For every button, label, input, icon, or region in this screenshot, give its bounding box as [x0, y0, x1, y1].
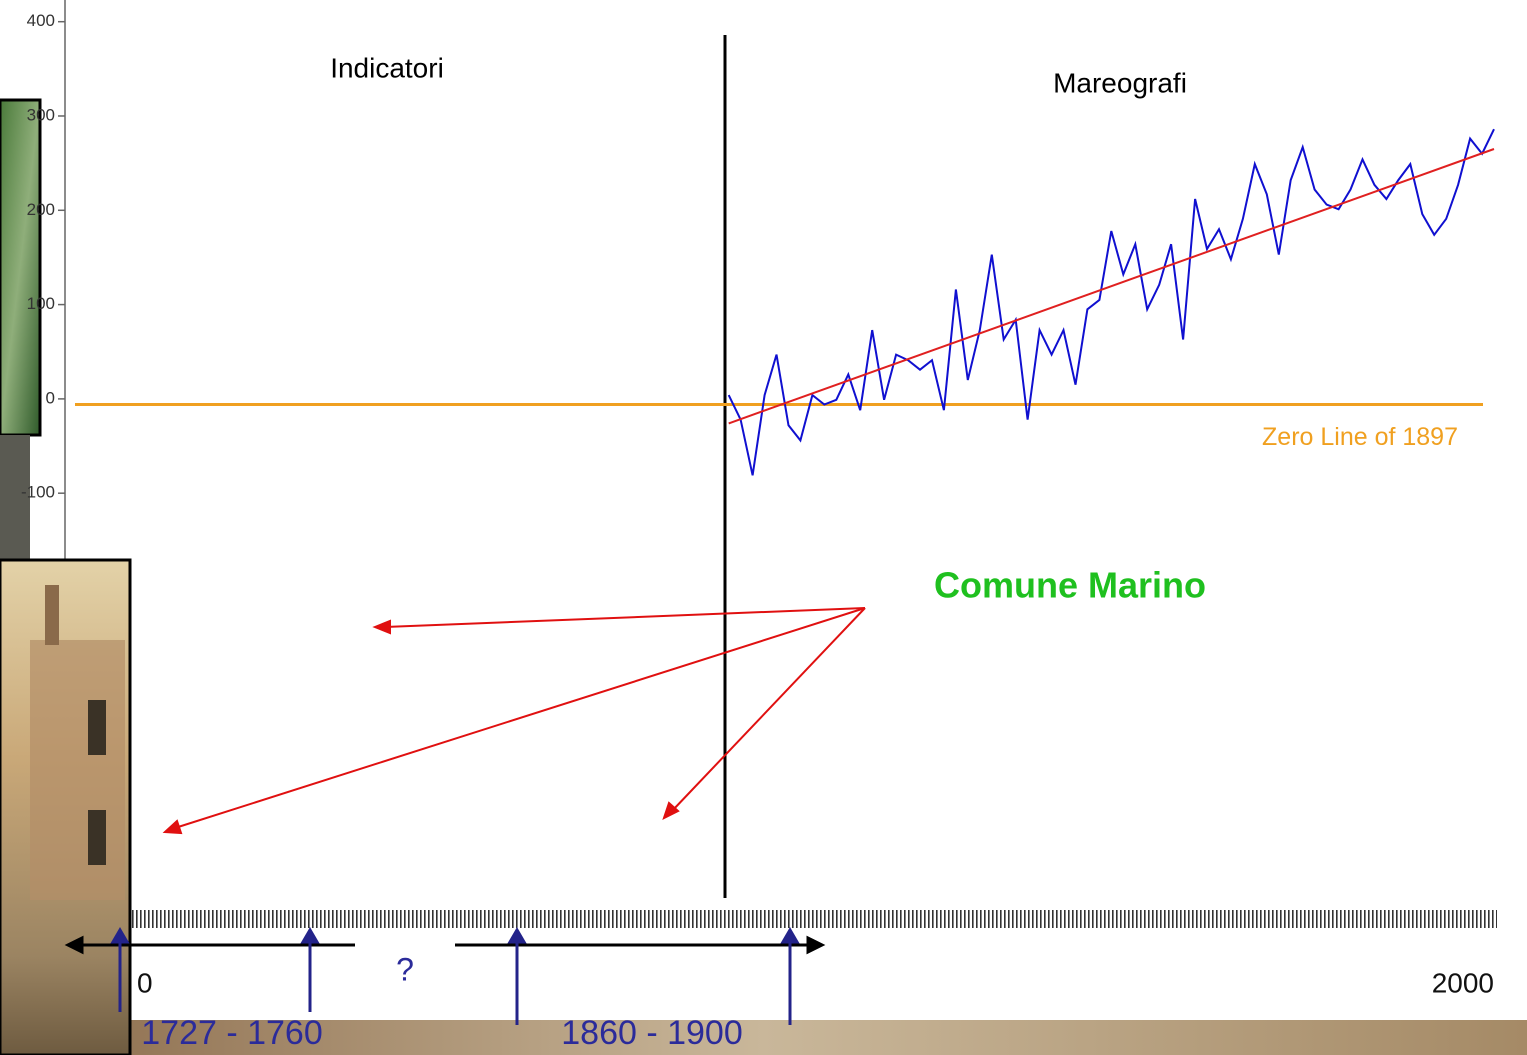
painting-window: [88, 810, 106, 865]
painting-window: [88, 700, 106, 755]
y-tick-label: 300: [27, 105, 55, 124]
question: ?: [396, 951, 414, 987]
x-tick-label: 0: [137, 967, 153, 998]
plot: 2000 Zero Line of 1897: [58, 20, 1495, 998]
range-label: 1727 - 1760: [141, 1014, 323, 1052]
background-strip: [0, 1020, 1527, 1055]
range-arrows: [64, 935, 826, 955]
x-tick-label: 2000: [1432, 967, 1494, 998]
y-tick-label: 400: [27, 11, 55, 30]
line-series: [727, 128, 1495, 476]
y-tick-label: 100: [27, 294, 55, 313]
date-arrows: [110, 927, 800, 1025]
photo: [0, 435, 30, 560]
line-series: [728, 148, 1495, 425]
y-tick-label: 200: [27, 200, 55, 219]
y-tick-label: 0: [46, 388, 55, 407]
period-label: Mareografi: [1053, 67, 1187, 98]
y-tick-label: -100: [21, 483, 55, 502]
reference-label: Zero Line of 1897: [1262, 423, 1458, 451]
painting-building: [30, 640, 125, 900]
painting-chimney: [45, 585, 59, 645]
period-label: Indicatori: [330, 52, 444, 83]
x-axis-ruler: [130, 910, 1497, 928]
range-label: 1860 - 1900: [561, 1014, 743, 1052]
arrows: [162, 607, 866, 835]
photo: [0, 98, 42, 437]
annotation: Comune Marino: [934, 565, 1206, 606]
